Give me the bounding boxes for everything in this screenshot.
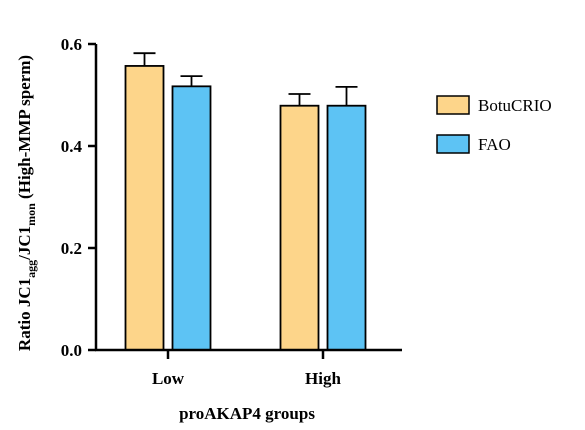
legend: BotuCRIO FAO <box>436 95 552 154</box>
y-ticks-group: 0.0 0.2 0.4 0.6 <box>61 35 96 360</box>
legend-swatch-fao <box>436 134 470 154</box>
x-axis-title: proAKAP4 groups <box>179 404 315 423</box>
bar-fao-low <box>171 85 212 351</box>
legend-swatch-botucrio <box>436 95 470 115</box>
bar-botucrio-high <box>279 104 320 351</box>
y-tick-label: 0.2 <box>61 239 82 258</box>
error-bars-group <box>133 52 358 106</box>
y-tick-label: 0.4 <box>61 137 83 156</box>
bar-botucrio-low <box>124 65 165 351</box>
legend-label-botucrio: BotuCRIO <box>478 96 552 115</box>
y-axis-title: Ratio JC1agg/JC1mon (High-MMP sperm) <box>15 55 38 351</box>
y-tick-label: 0.0 <box>61 341 82 360</box>
x-tick-label-low: Low <box>152 369 185 388</box>
x-tick-label-high: High <box>305 369 341 388</box>
bars-group <box>124 65 367 351</box>
bar-fao-high <box>326 104 367 351</box>
legend-label-fao: FAO <box>478 135 511 154</box>
y-tick-label: 0.6 <box>61 35 82 54</box>
x-ticks-group: Low High <box>152 350 341 388</box>
